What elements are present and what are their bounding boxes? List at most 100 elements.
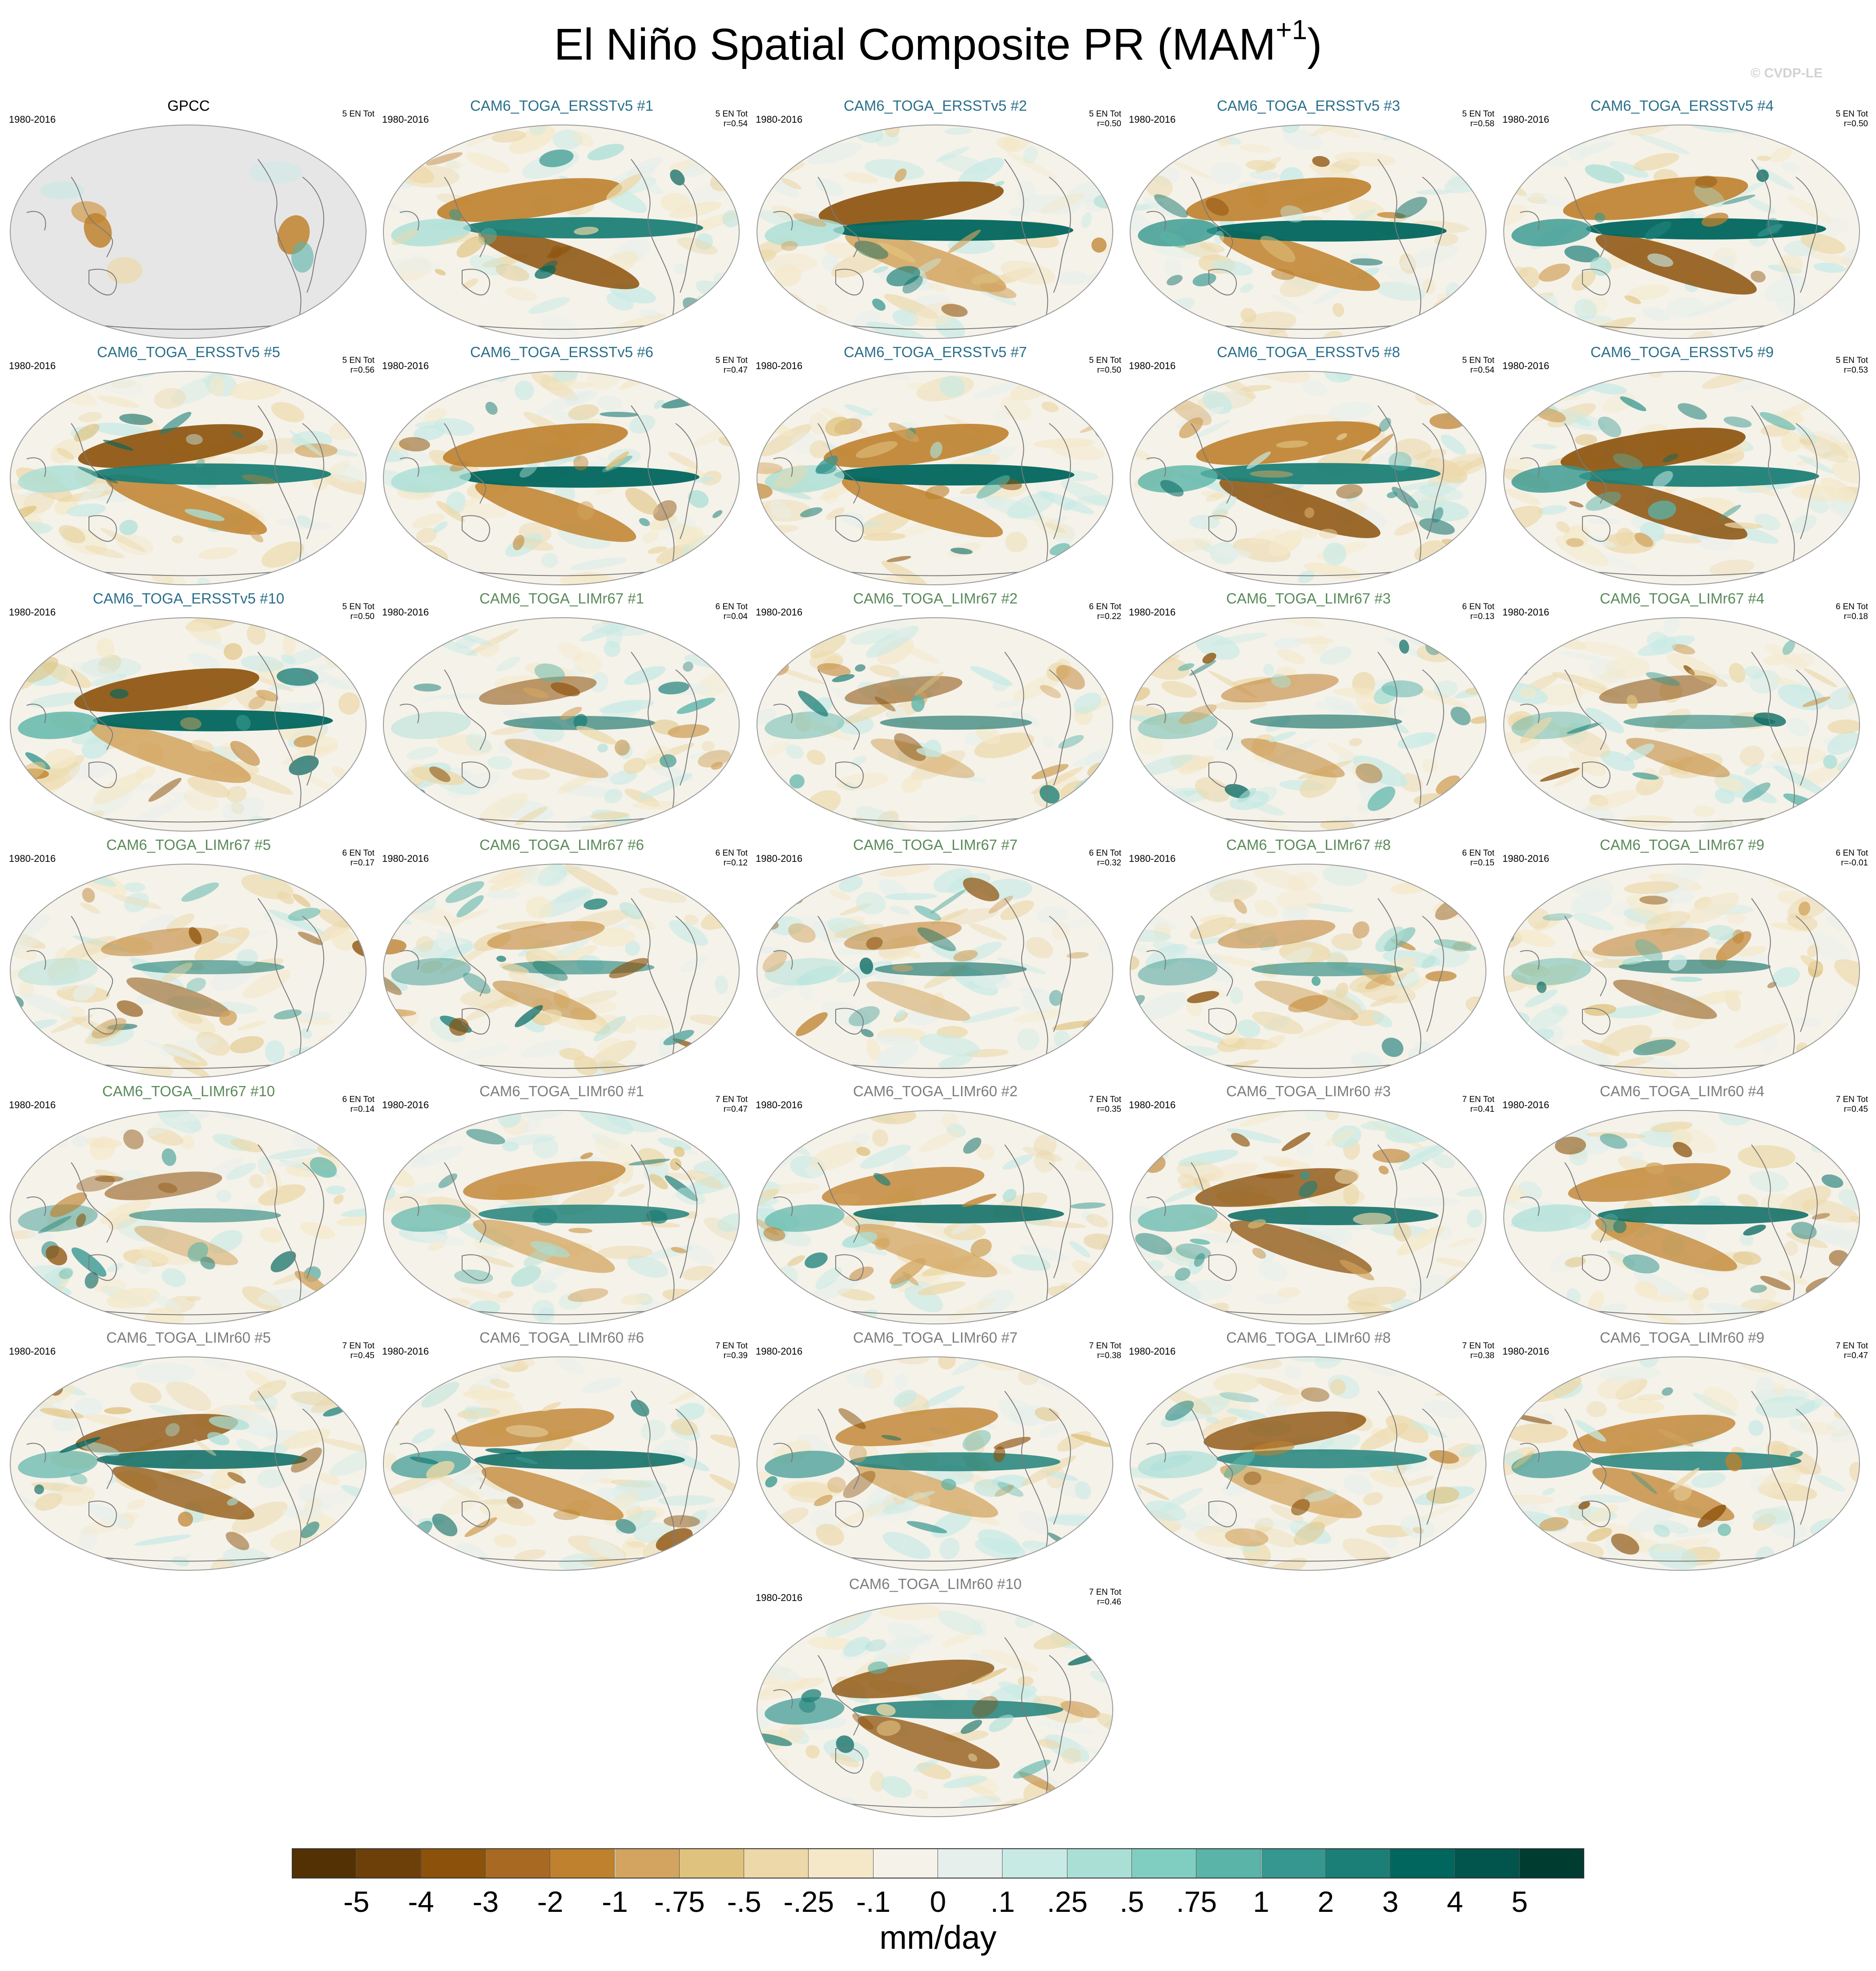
- panel-title: CAM6_TOGA_LIMr67 #7: [853, 837, 1018, 853]
- colorbar-tick-label: .75: [1176, 1885, 1217, 1918]
- map-image: [1129, 863, 1487, 1079]
- map-image: [1502, 616, 1861, 833]
- panel-title: CAM6_TOGA_LIMr67 #10: [102, 1083, 275, 1099]
- map-panel: CAM6_TOGA_LIMr67 #10 1980-2016 6 EN Tot r=0…: [2, 1082, 375, 1330]
- map-panel: CAM6_TOGA_LIMr67 #2 1980-2016 6 EN Tot r=0.…: [749, 590, 1122, 837]
- panel-event-count: 6 EN Tot: [715, 602, 748, 611]
- map-panel: CAM6_TOGA_LIMr67 #4 1980-2016 6 EN Tot r=0.…: [1495, 590, 1869, 837]
- panel-event-count: 7 EN Tot: [1836, 1341, 1868, 1351]
- panel-years: 1980-2016: [382, 607, 429, 618]
- panel-years: 1980-2016: [756, 114, 803, 125]
- panel-pattern-correlation: r=0.50: [1097, 366, 1121, 375]
- colorbar-tick-label: 2: [1317, 1885, 1334, 1918]
- colorbar-swatch: [550, 1848, 615, 1878]
- panel-years: 1980-2016: [1502, 114, 1550, 125]
- panel-title: CAM6_TOGA_LIMr67 #8: [1226, 837, 1391, 853]
- panel-event-count: 6 EN Tot: [1836, 602, 1868, 611]
- map-image: [382, 1109, 741, 1325]
- map-image: [382, 863, 741, 1079]
- panel-pattern-correlation: r=0.54: [723, 119, 748, 129]
- map-panel: CAM6_TOGA_ERSSTv5 #6 1980-2016 5 EN Tot r=0…: [375, 343, 749, 591]
- panel-title: CAM6_TOGA_ERSSTv5 #10: [93, 590, 285, 607]
- map-image: [9, 863, 367, 1079]
- map-panel: CAM6_TOGA_ERSSTv5 #9 1980-2016 5 EN Tot r=0…: [1495, 343, 1869, 591]
- map-image: [382, 124, 741, 340]
- panel-title: CAM6_TOGA_LIMr60 #5: [106, 1329, 271, 1346]
- panel-stats: 7 EN Tot r=0.39: [715, 1341, 748, 1361]
- panel-pattern-correlation: r=0.50: [1844, 119, 1868, 129]
- panel-event-count: 5 EN Tot: [342, 602, 374, 611]
- map-image: [756, 370, 1114, 586]
- map-image: [1129, 370, 1487, 586]
- panel-years: 1980-2016: [756, 1099, 803, 1110]
- panel-years: 1980-2016: [1502, 853, 1550, 864]
- map-image: [756, 124, 1114, 340]
- panel-event-count: 5 EN Tot: [1089, 356, 1121, 365]
- colorbar-tick-label: .5: [1119, 1885, 1144, 1918]
- panel-pattern-correlation: r=-0.01: [1841, 858, 1868, 868]
- panel-years: 1980-2016: [1129, 607, 1176, 618]
- panel-event-count: 7 EN Tot: [1462, 1341, 1494, 1351]
- panel-pattern-correlation: r=0.45: [1844, 1105, 1868, 1114]
- panel-event-count: 6 EN Tot: [1462, 602, 1494, 611]
- panel-pattern-correlation: r=0.32: [1097, 858, 1121, 868]
- map-image: [756, 1602, 1114, 1818]
- colorbar-swatch: [292, 1848, 357, 1878]
- panel-title: CAM6_TOGA_LIMr67 #4: [1600, 590, 1764, 607]
- panel-pattern-correlation: r=0.53: [1844, 366, 1868, 375]
- panel-title: CAM6_TOGA_ERSSTv5 #7: [843, 344, 1027, 360]
- figure-title-superscript: +1: [1276, 15, 1308, 45]
- map-image: [1502, 863, 1861, 1079]
- panel-title: CAM6_TOGA_ERSSTv5 #3: [1216, 97, 1401, 114]
- colorbar-swatch: [1390, 1848, 1455, 1878]
- panel-title: CAM6_TOGA_LIMr60 #4: [1600, 1083, 1764, 1099]
- colorbar-swatch: [1261, 1848, 1326, 1878]
- map-image: [756, 863, 1114, 1079]
- map-panel: CAM6_TOGA_LIMr67 #3 1980-2016 6 EN Tot r=0.…: [1122, 590, 1495, 837]
- colorbar-tick-label: 3: [1382, 1885, 1399, 1918]
- panel-event-count: 5 EN Tot: [1836, 356, 1868, 365]
- panel-pattern-correlation: r=0.04: [723, 612, 748, 621]
- panel-stats: 6 EN Tot r=0.18: [1836, 602, 1868, 622]
- colorbar-tick-label: -.25: [783, 1885, 834, 1918]
- map-panel: CAM6_TOGA_ERSSTv5 #4 1980-2016 5 EN Tot r=0…: [1495, 97, 1869, 344]
- panel-title: CAM6_TOGA_LIMr67 #9: [1600, 837, 1764, 853]
- panel-pattern-correlation: r=0.12: [723, 858, 748, 868]
- panel-stats: 5 EN Tot r=0.53: [1836, 356, 1868, 375]
- panel-title: CAM6_TOGA_LIMr60 #3: [1226, 1083, 1391, 1099]
- colorbar-tick-label: 4: [1447, 1885, 1463, 1918]
- panel-stats: 5 EN Tot r=0.50: [1836, 109, 1868, 129]
- panel-pattern-correlation: r=0.46: [1097, 1597, 1121, 1607]
- map-image: [382, 370, 741, 586]
- panel-stats: 5 EN Tot r=0.54: [715, 109, 748, 129]
- panel-pattern-correlation: r=0.47: [723, 1105, 748, 1114]
- panel-stats: 6 EN Tot r=0.22: [1089, 602, 1121, 622]
- panel-stats: 7 EN Tot r=0.45: [342, 1341, 374, 1361]
- panel-stats: 5 EN Tot r=0.50: [1089, 356, 1121, 375]
- panel-title: CAM6_TOGA_ERSSTv5 #1: [470, 97, 654, 114]
- panel-title: CAM6_TOGA_ERSSTv5 #8: [1216, 344, 1401, 360]
- map-panel: CAM6_TOGA_LIMr67 #8 1980-2016 6 EN Tot r=0.…: [1122, 836, 1495, 1083]
- panel-years: 1980-2016: [9, 607, 56, 618]
- panel-title: CAM6_TOGA_LIMr60 #1: [479, 1083, 644, 1099]
- panel-stats: 7 EN Tot r=0.38: [1089, 1341, 1121, 1361]
- panel-years: 1980-2016: [756, 1346, 803, 1357]
- colorbar-tick-label: .25: [1047, 1885, 1088, 1918]
- map-image: [1129, 1356, 1487, 1572]
- colorbar-swatch: [873, 1848, 938, 1878]
- panel-stats: 6 EN Tot r=0.17: [342, 849, 374, 868]
- panel-event-count: 5 EN Tot: [1089, 109, 1121, 119]
- colorbar-swatch: [809, 1848, 874, 1878]
- colorbar-tick-label: 0: [930, 1885, 946, 1918]
- colorbar: [292, 1848, 1584, 1878]
- colorbar-swatch: [679, 1848, 745, 1878]
- panel-title: CAM6_TOGA_LIMr67 #1: [479, 590, 644, 607]
- panel-stats: 7 EN Tot r=0.35: [1089, 1095, 1121, 1114]
- panel-title: CAM6_TOGA_LIMr60 #10: [849, 1576, 1022, 1592]
- panel-title: CAM6_TOGA_LIMr60 #9: [1600, 1329, 1764, 1346]
- panel-title: CAM6_TOGA_LIMr67 #5: [106, 837, 271, 853]
- panel-stats: 5 EN Tot r=0.58: [1462, 109, 1494, 129]
- map-image: [756, 1356, 1114, 1572]
- panel-pattern-correlation: r=0.39: [723, 1351, 748, 1360]
- figure-title-close: ): [1307, 20, 1322, 69]
